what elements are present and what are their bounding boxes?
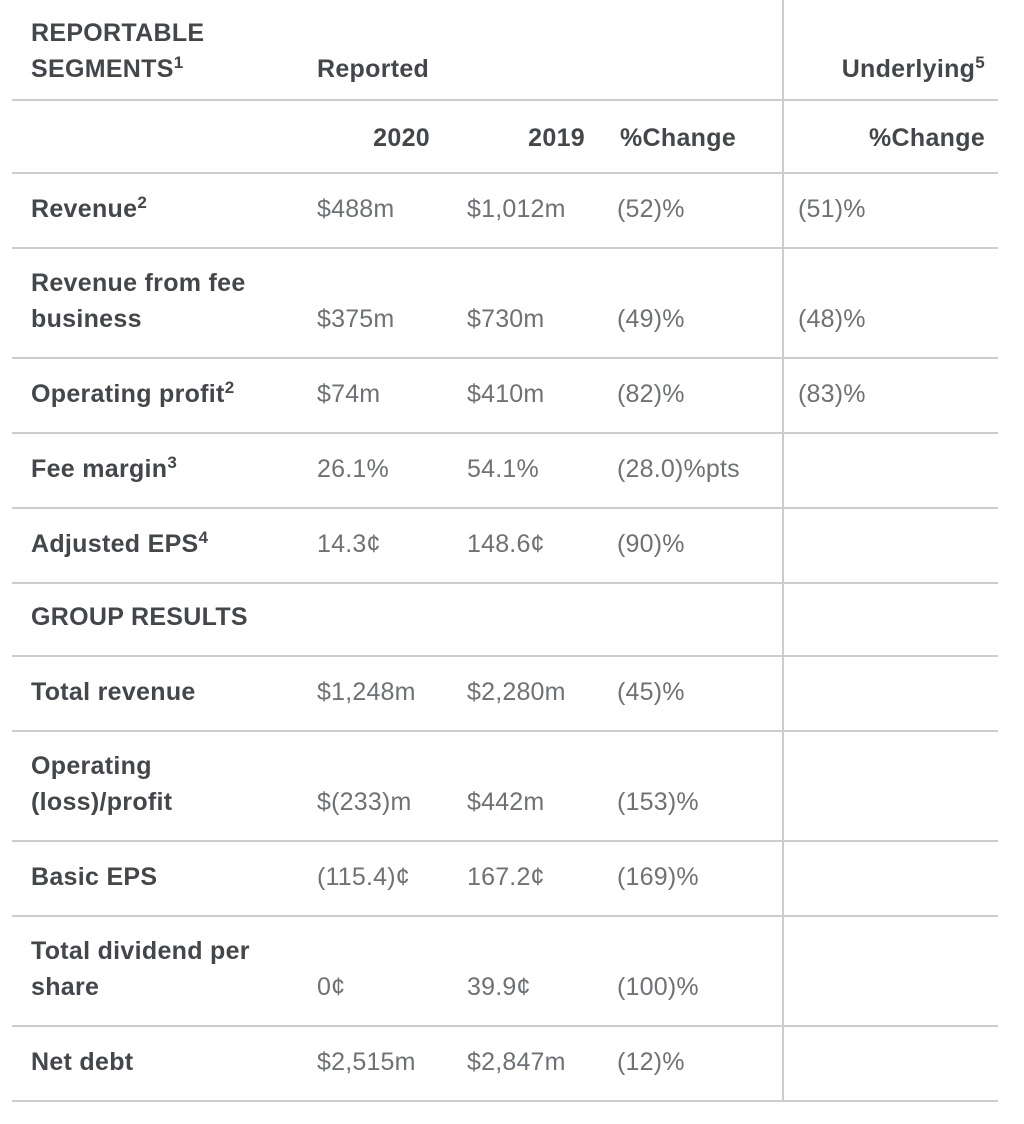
section-label: GROUP RESULTS	[31, 603, 248, 631]
value-underlying-change	[782, 916, 999, 1026]
value-underlying-change: (48)%	[782, 248, 999, 358]
row-label: Revenue from fee business	[31, 269, 246, 333]
empty-cell	[617, 583, 783, 656]
row-operating-profit: Operating profit2 $74m $410m (82)% (83)%	[12, 358, 999, 433]
underlying-group-heading: Underlying5	[782, 0, 999, 100]
value-2020: $488m	[317, 195, 395, 223]
reportable-segments-line2: SEGMENTS1	[31, 52, 184, 83]
table-header-row-groups: REPORTABLE SEGMENTS1 Reported Underlying…	[12, 0, 999, 100]
reported-group-heading: Reported	[317, 55, 430, 83]
footnote-marker: 4	[198, 527, 209, 547]
value-2019: $1,012m	[467, 195, 566, 223]
footnote-marker-5: 5	[975, 52, 986, 72]
value-2019: $442m	[467, 788, 545, 816]
reportable-segments-line1: REPORTABLE	[31, 19, 205, 47]
empty-cell	[317, 583, 467, 656]
value-2020: 14.3¢	[317, 530, 381, 558]
value-2019: $730m	[467, 305, 545, 333]
row-label: Adjusted EPS4	[31, 527, 209, 558]
row-revenue: Revenue2 $488m $1,012m (52)% (51)%	[12, 173, 999, 248]
value-change: (12)%	[617, 1048, 685, 1076]
value-change: (153)%	[617, 788, 699, 816]
column-header-2019: 2019	[528, 124, 585, 152]
row-fee-margin: Fee margin3 26.1% 54.1% (28.0)%pts	[12, 433, 999, 508]
value-change: (49)%	[617, 305, 685, 333]
reportable-segments-heading: REPORTABLE SEGMENTS1	[12, 0, 317, 100]
value-2019: $2,280m	[467, 678, 566, 706]
row-net-debt: Net debt $2,515m $2,847m (12)%	[12, 1026, 999, 1101]
value-2020: $1,248m	[317, 678, 416, 706]
empty-cell	[782, 583, 999, 656]
footnote-marker: 3	[167, 452, 178, 472]
value-change: (169)%	[617, 863, 699, 891]
footnote-marker: 2	[224, 377, 235, 397]
value-2019: 39.9¢	[467, 973, 531, 1001]
row-label: Operating (loss)/profit	[31, 752, 173, 816]
row-label: Net debt	[31, 1048, 134, 1076]
empty-cell	[467, 583, 617, 656]
value-change: (100)%	[617, 973, 699, 1001]
row-revenue-from-fee-business: Revenue from fee business $375m $730m (4…	[12, 248, 999, 358]
value-change: (45)%	[617, 678, 685, 706]
value-2019: 54.1%	[467, 455, 539, 483]
value-underlying-change	[782, 508, 999, 583]
value-2020: 0¢	[317, 973, 346, 1001]
value-2020: $2,515m	[317, 1048, 416, 1076]
value-underlying-change	[782, 841, 999, 916]
row-label: Basic EPS	[31, 863, 158, 891]
row-operating-loss-profit: Operating (loss)/profit $(233)m $442m (1…	[12, 731, 999, 841]
value-change: (90)%	[617, 530, 685, 558]
footnote-marker: 2	[137, 192, 148, 212]
value-2019: 148.6¢	[467, 530, 545, 558]
row-label: Total dividend per share	[31, 937, 250, 1001]
value-2019: 167.2¢	[467, 863, 545, 891]
value-change: (28.0)%pts	[617, 455, 740, 483]
row-total-dividend-per-share: Total dividend per share 0¢ 39.9¢ (100)%	[12, 916, 999, 1026]
value-2020: 26.1%	[317, 455, 389, 483]
row-label: Fee margin3	[31, 452, 178, 483]
value-2020: $74m	[317, 380, 381, 408]
value-2020: (115.4)¢	[317, 863, 410, 891]
value-underlying-change: (51)%	[782, 173, 999, 248]
value-2019: $410m	[467, 380, 545, 408]
row-label: Revenue2	[31, 192, 148, 223]
empty-header-cell	[12, 100, 317, 173]
row-basic-eps: Basic EPS (115.4)¢ 167.2¢ (169)%	[12, 841, 999, 916]
value-underlying-change	[782, 731, 999, 841]
row-label: Total revenue	[31, 678, 196, 706]
column-header-underlying-change: %Change	[782, 100, 999, 173]
value-2020: $375m	[317, 305, 395, 333]
value-change: (52)%	[617, 195, 685, 223]
section-header-group-results: GROUP RESULTS	[12, 583, 999, 656]
column-header-2020: 2020	[373, 124, 430, 152]
value-underlying-change	[782, 1026, 999, 1101]
value-underlying-change	[782, 433, 999, 508]
value-change: (82)%	[617, 380, 685, 408]
row-total-revenue: Total revenue $1,248m $2,280m (45)%	[12, 656, 999, 731]
column-header-change: %Change	[620, 124, 737, 152]
table-header-row-columns: 2020 2019 %Change %Change	[12, 100, 999, 173]
value-underlying-change	[782, 656, 999, 731]
row-label: Operating profit2	[31, 377, 235, 408]
value-underlying-change: (83)%	[782, 358, 999, 433]
value-2020: $(233)m	[317, 788, 412, 816]
results-table: REPORTABLE SEGMENTS1 Reported Underlying…	[12, 0, 999, 1102]
value-2019: $2,847m	[467, 1048, 566, 1076]
row-adjusted-eps: Adjusted EPS4 14.3¢ 148.6¢ (90)%	[12, 508, 999, 583]
footnote-marker-1: 1	[173, 52, 184, 72]
